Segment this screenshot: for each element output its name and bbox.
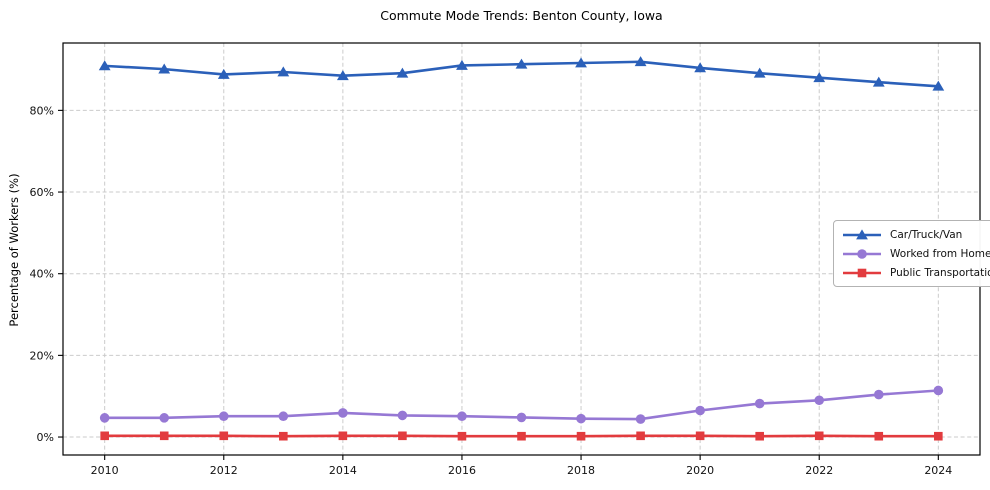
data-point-circle [278, 411, 289, 422]
data-point-square [576, 431, 586, 441]
data-point-triangle [813, 72, 826, 83]
legend-label: Worked from Home [890, 247, 990, 260]
data-point-triangle [856, 228, 868, 239]
data-point-triangle [336, 70, 349, 81]
y-tick-label: 80% [30, 104, 54, 117]
data-point-circle [635, 414, 646, 424]
data-point-triangle [932, 80, 945, 91]
circle-legend-swatch-icon [843, 248, 881, 259]
data-point-circle [576, 413, 586, 424]
data-point-circle [218, 411, 229, 422]
data-point-circle [695, 405, 705, 416]
data-point-triangle [753, 67, 766, 78]
data-point-triangle [217, 68, 230, 79]
y-tick-label: 40% [30, 268, 54, 281]
data-point-circle [397, 410, 408, 421]
data-point-square [219, 431, 229, 441]
data-point-circle [873, 389, 884, 400]
data-point-square [398, 431, 407, 441]
legend-label: Public Transportation [890, 266, 990, 279]
x-tick-label: 2020 [686, 464, 714, 477]
data-point-square [695, 431, 705, 441]
data-point-square [338, 431, 348, 441]
data-point-triangle [277, 66, 290, 77]
data-point-triangle [456, 59, 468, 70]
legend-label: Car/Truck/Van [890, 228, 963, 241]
square-legend-swatch-icon [843, 268, 881, 277]
chart-title: Commute Mode Trends: Benton County, Iowa [380, 8, 663, 23]
data-point-triangle [515, 58, 528, 69]
data-point-square [100, 431, 109, 441]
data-point-circle [516, 412, 527, 423]
data-point-circle [933, 385, 944, 396]
data-point-circle [99, 413, 110, 423]
data-point-triangle [396, 67, 409, 78]
y-tick-label: 0% [37, 431, 54, 444]
legend: Car/Truck/Van Worked from Home Public Tran… [833, 220, 990, 287]
data-point-triangle [575, 57, 587, 68]
legend-item: Car/Truck/Van [841, 226, 990, 243]
data-point-square [517, 431, 526, 441]
data-point-square [636, 431, 645, 441]
legend-item: Public Transportation [841, 264, 990, 281]
x-tick-label: 2016 [448, 464, 476, 477]
data-point-triangle [98, 60, 111, 71]
x-tick-label: 2022 [805, 464, 833, 477]
x-tick-label: 2012 [210, 464, 238, 477]
data-point-circle [338, 408, 348, 418]
data-point-square [934, 431, 943, 441]
data-point-square [814, 431, 824, 441]
y-tick-label: 60% [30, 186, 54, 199]
data-point-triangle [158, 63, 171, 74]
data-point-circle [754, 398, 765, 409]
data-point-circle [814, 395, 825, 406]
data-point-square [279, 431, 288, 441]
data-point-triangle [634, 56, 647, 67]
data-point-square [457, 431, 467, 441]
x-tick-label: 2014 [329, 464, 357, 477]
x-tick-label: 2018 [567, 464, 595, 477]
data-point-square [857, 268, 867, 277]
data-point-square [874, 431, 884, 441]
data-point-circle [159, 413, 170, 423]
data-point-square [755, 431, 764, 441]
data-point-circle [457, 411, 467, 422]
triangle-legend-swatch-icon [843, 228, 881, 239]
data-point-triangle [694, 62, 707, 73]
y-tick-label: 20% [30, 349, 54, 362]
x-tick-label: 2010 [91, 464, 119, 477]
data-point-circle [857, 248, 867, 259]
legend-item: Worked from Home [841, 245, 990, 262]
data-point-triangle [872, 76, 885, 87]
x-tick-label: 2024 [924, 464, 952, 477]
data-point-square [159, 431, 169, 441]
